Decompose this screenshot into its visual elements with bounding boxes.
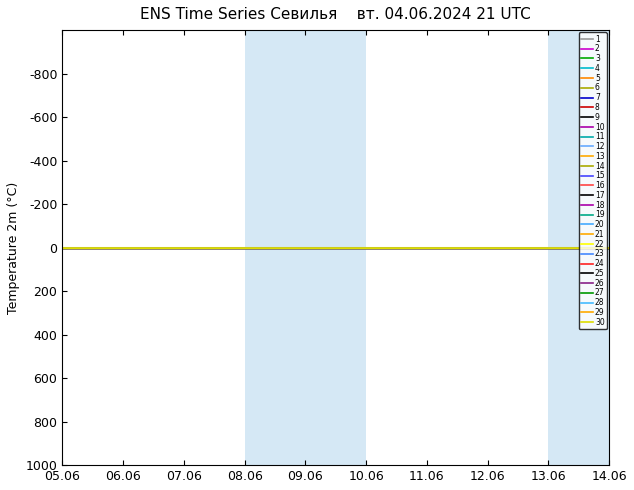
Y-axis label: Temperature 2m (°C): Temperature 2m (°C) [7,181,20,314]
Bar [245,30,306,465]
Legend: 1, 2, 3, 4, 5, 6, 7, 8, 9, 10, 11, 12, 13, 14, 15, 16, 17, 18, 19, 20, 21, 22, 2: 1, 2, 3, 4, 5, 6, 7, 8, 9, 10, 11, 12, 1… [579,32,607,329]
Bar [306,30,366,465]
Title: ENS Time Series Севилья    вт. 04.06.2024 21 UTC: ENS Time Series Севилья вт. 04.06.2024 2… [140,7,531,22]
Bar [548,30,609,465]
Bar [609,30,634,465]
